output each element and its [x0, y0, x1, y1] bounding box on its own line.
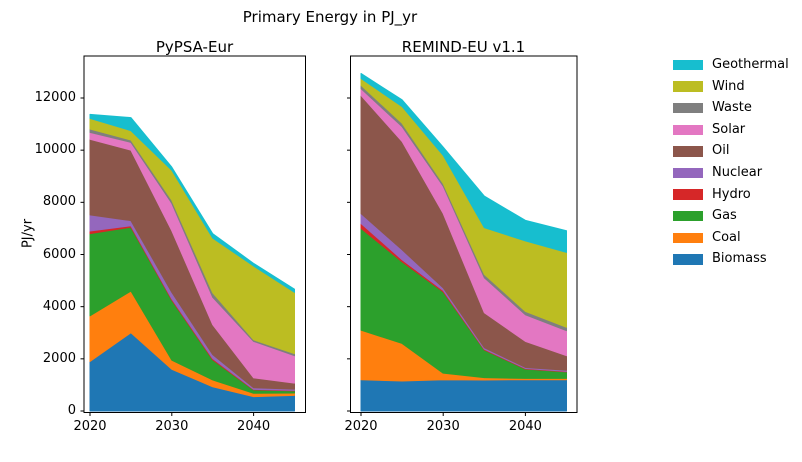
legend-label: Hydro	[712, 186, 751, 202]
y-tick-label: 4000	[42, 298, 76, 314]
panel-title-pypsa-eur: PyPSA-Eur	[155, 38, 234, 56]
legend-item-nuclear: Nuclear	[663, 164, 789, 180]
legend-swatch-waste	[673, 102, 703, 114]
legend-swatch-geothermal	[673, 59, 703, 71]
area-pypsa-eur-geothermal	[89, 113, 295, 293]
legend-swatch-nuclear	[673, 167, 703, 179]
legend: Geothermal Wind Waste Solar Oil Nuclear Hydro G…	[663, 58, 789, 266]
legend-item-solar: Solar	[663, 121, 789, 137]
legend-item-waste: Waste	[663, 101, 789, 115]
y-tick-label: 12000	[34, 90, 76, 105]
y-tick-label: 6000	[42, 246, 76, 262]
legend-swatch-hydro	[673, 189, 703, 200]
legend-item-gas: Gas	[663, 209, 789, 223]
x-tick-label: 2040	[508, 419, 542, 434]
area-remind-eu-v1-1-biomass	[360, 379, 567, 412]
legend-label: Wind	[712, 78, 745, 94]
legend-label: Geothermal	[712, 57, 789, 72]
legend-swatch-biomass	[673, 254, 703, 265]
y-tick-label: 2000	[42, 350, 76, 366]
y-tick-label: 0	[67, 403, 76, 418]
figure-title: Primary Energy in PJ_yr	[242, 8, 418, 26]
legend-item-wind: Wind	[663, 78, 789, 94]
axes-spines	[350, 55, 578, 413]
legend-label: Nuclear	[712, 164, 763, 180]
legend-item-oil: Oil	[663, 144, 789, 158]
area-remind-eu-v1-1-geothermal	[360, 72, 567, 253]
x-tick-label: 2030	[155, 419, 189, 434]
x-tick-label: 2030	[426, 419, 460, 434]
legend-label: Oil	[712, 143, 730, 159]
y-tick-label: 8000	[42, 194, 76, 210]
legend-swatch-coal	[673, 232, 703, 243]
x-tick-label: 2020	[344, 419, 378, 434]
legend-label: Waste	[712, 100, 752, 116]
x-tick-label: 2040	[237, 419, 271, 434]
x-tick-label: 2020	[73, 419, 107, 434]
legend-item-hydro: Hydro	[663, 186, 789, 202]
legend-item-geothermal: Geothermal	[663, 58, 789, 72]
legend-swatch-oil	[673, 146, 703, 157]
legend-label: Solar	[712, 121, 746, 137]
y-tick-label: 10000	[34, 142, 76, 158]
legend-label: Biomass	[712, 251, 767, 267]
legend-label: Gas	[712, 208, 737, 224]
legend-swatch-gas	[673, 210, 703, 222]
legend-label: Coal	[712, 229, 741, 245]
axes-spines	[83, 55, 306, 413]
panel-title-remind-eu: REMIND-EU v1.1	[401, 38, 526, 56]
legend-swatch-wind	[673, 81, 703, 92]
legend-item-coal: Coal	[663, 229, 789, 245]
legend-item-biomass: Biomass	[663, 252, 789, 266]
legend-swatch-solar	[673, 124, 703, 136]
